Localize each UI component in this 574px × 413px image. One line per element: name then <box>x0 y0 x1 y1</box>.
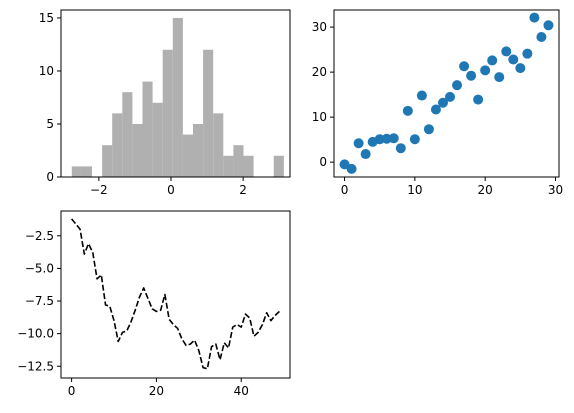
hist-bar <box>152 102 163 177</box>
hist-bar <box>162 49 173 178</box>
histogram-panel: −2 0 2 0 5 10 15 <box>39 9 291 197</box>
y-tick-label: 15 <box>39 11 54 25</box>
scatter-point <box>353 138 364 149</box>
scatter-point <box>423 124 434 135</box>
y-tick-label: 30 <box>312 20 327 34</box>
x-tick-label: 0 <box>341 183 349 197</box>
x-tick-label: 40 <box>234 384 249 398</box>
hist-bar <box>172 17 183 178</box>
hist-bar <box>81 166 93 177</box>
y-tick-label: −2.5 <box>25 229 54 243</box>
hist-bar <box>112 113 123 177</box>
y-tick-label: 5 <box>46 117 54 131</box>
scatter-point <box>402 105 413 116</box>
hist-bar <box>142 81 153 177</box>
x-tick-label: 20 <box>478 183 493 197</box>
scatter-point <box>480 65 491 76</box>
scatter-point <box>360 149 371 160</box>
scatter-point <box>388 133 399 144</box>
scatter-point <box>508 54 519 65</box>
scatter-point <box>529 12 540 23</box>
scatter-point <box>395 143 406 154</box>
scatter-point <box>437 97 448 108</box>
scatter-point <box>409 134 420 145</box>
y-tick-label: 0 <box>46 170 54 184</box>
scatter-point <box>494 72 505 83</box>
hist-bar <box>243 155 254 177</box>
scatter-point <box>452 80 463 91</box>
scatter-point <box>445 91 456 102</box>
scatter-panel: 0 10 20 30 0 10 20 30 <box>312 9 563 197</box>
hist-bar <box>203 49 214 178</box>
scatter-point <box>515 63 526 74</box>
x-tick-label: 10 <box>407 183 422 197</box>
scatter-point <box>430 104 441 115</box>
scatter-point <box>536 32 547 43</box>
scatter-point <box>487 55 498 66</box>
scatter-point <box>543 20 554 31</box>
scatter-point <box>501 46 512 57</box>
hist-bar <box>233 145 244 177</box>
x-tick-label: 20 <box>149 384 164 398</box>
x-tick-label: 2 <box>239 183 247 197</box>
y-tick-label: 0 <box>319 155 327 169</box>
x-tick-label: 30 <box>548 183 563 197</box>
y-tick-label: −7.5 <box>25 294 54 308</box>
y-tick-label: −12.5 <box>17 359 54 373</box>
hist-bar <box>182 134 193 177</box>
scatter-point <box>346 163 357 174</box>
axes-frame <box>333 9 560 178</box>
hist-bar <box>213 113 224 177</box>
hist-bar <box>132 123 143 177</box>
axes-frame <box>60 210 291 379</box>
y-tick-label: −5.0 <box>25 261 54 275</box>
scatter-point <box>416 90 427 101</box>
line-panel: 0 20 40 −2.5 −5.0 −7.5 −10.0 −12.5 <box>17 210 291 398</box>
x-tick-label: 0 <box>167 183 175 197</box>
scatter-point <box>466 70 477 81</box>
hist-bar <box>192 123 204 177</box>
y-tick-label: 10 <box>312 110 327 124</box>
x-tick-label: 0 <box>68 384 76 398</box>
y-tick-label: 10 <box>39 64 54 78</box>
scatter-point <box>473 94 484 105</box>
hist-bar <box>71 166 82 177</box>
y-tick-label: −10.0 <box>17 327 54 341</box>
hist-bar <box>122 92 133 177</box>
axes-frame <box>60 9 291 178</box>
y-tick-label: 20 <box>312 65 327 79</box>
hist-bar <box>102 145 113 177</box>
hist-bar <box>223 155 234 177</box>
hist-bar <box>273 155 284 177</box>
scatter-point <box>522 48 533 59</box>
x-tick-label: −2 <box>90 183 108 197</box>
line-series <box>70 218 280 370</box>
scatter-point <box>459 61 470 72</box>
